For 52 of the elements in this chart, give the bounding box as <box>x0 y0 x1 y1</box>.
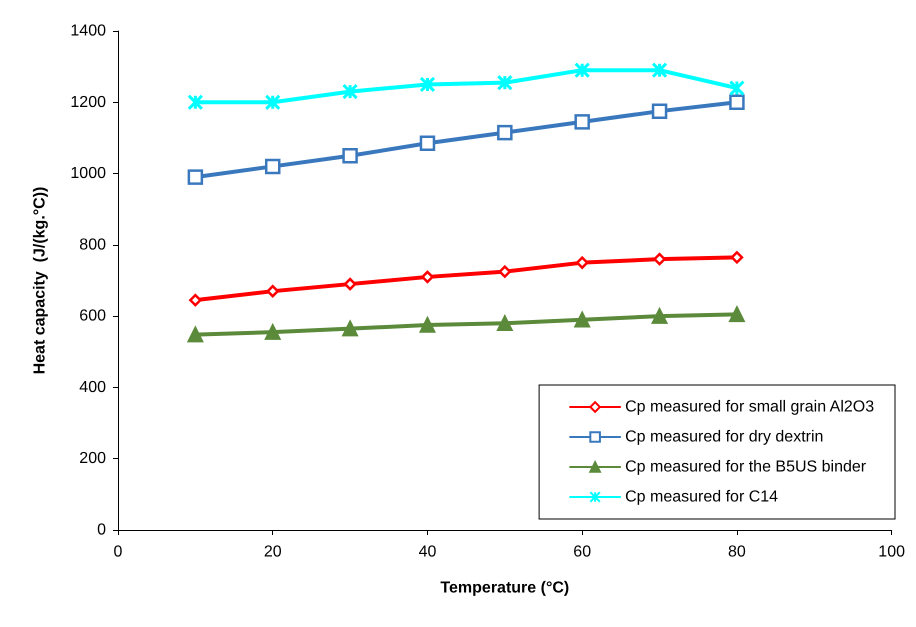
point <box>652 103 668 119</box>
point <box>421 270 434 284</box>
x-axis-title: Temperature (°C) <box>440 580 570 596</box>
point <box>497 316 513 332</box>
point <box>497 124 513 140</box>
point <box>419 76 436 92</box>
point <box>342 148 358 164</box>
point <box>652 308 668 324</box>
y-tick-label: 800 <box>79 236 106 254</box>
point <box>728 80 745 96</box>
point <box>653 252 666 266</box>
point <box>652 62 668 78</box>
x-tick-label: 20 <box>264 544 282 560</box>
legend-label: Cp measured for small grain Al2O3 <box>625 398 874 416</box>
y-tick-label: 600 <box>79 308 106 325</box>
point <box>576 256 588 269</box>
point <box>496 74 513 91</box>
point <box>264 324 280 340</box>
point <box>264 94 281 110</box>
point <box>264 158 280 174</box>
y-tick-label: 400 <box>79 378 106 396</box>
point <box>188 169 204 185</box>
x-tick-label: 80 <box>728 544 746 560</box>
legend-label: Cp measured for the B5US binder <box>625 458 867 476</box>
point <box>189 294 202 306</box>
x-tick-label: 60 <box>573 544 592 560</box>
point <box>729 94 745 110</box>
y-axis-title: Heat capacity (J/(kg.°C)) <box>32 186 48 374</box>
x-tick-label: 40 <box>418 544 436 560</box>
point <box>574 312 590 328</box>
point <box>344 278 356 290</box>
point <box>498 265 512 278</box>
y-tick-label: 200 <box>79 450 106 468</box>
x-tick-label: 0 <box>114 544 123 560</box>
point <box>342 84 358 100</box>
y-tick-label: 1000 <box>70 165 106 182</box>
point <box>342 320 358 336</box>
point <box>574 114 590 130</box>
x-tick-label: 100 <box>878 544 906 560</box>
point <box>187 94 204 110</box>
legend-label: Cp measured for C14 <box>625 488 778 506</box>
y-tick-label: 0 <box>97 522 106 538</box>
point <box>420 136 436 152</box>
point <box>730 251 744 264</box>
point <box>420 317 436 333</box>
point <box>574 62 590 78</box>
y-tick-label: 1400 <box>70 22 106 40</box>
point <box>729 306 745 322</box>
y-tick-label: 1200 <box>70 94 106 111</box>
legend-label: Cp measured for dry dextrin <box>625 428 824 446</box>
point <box>266 284 279 298</box>
point <box>188 326 204 342</box>
